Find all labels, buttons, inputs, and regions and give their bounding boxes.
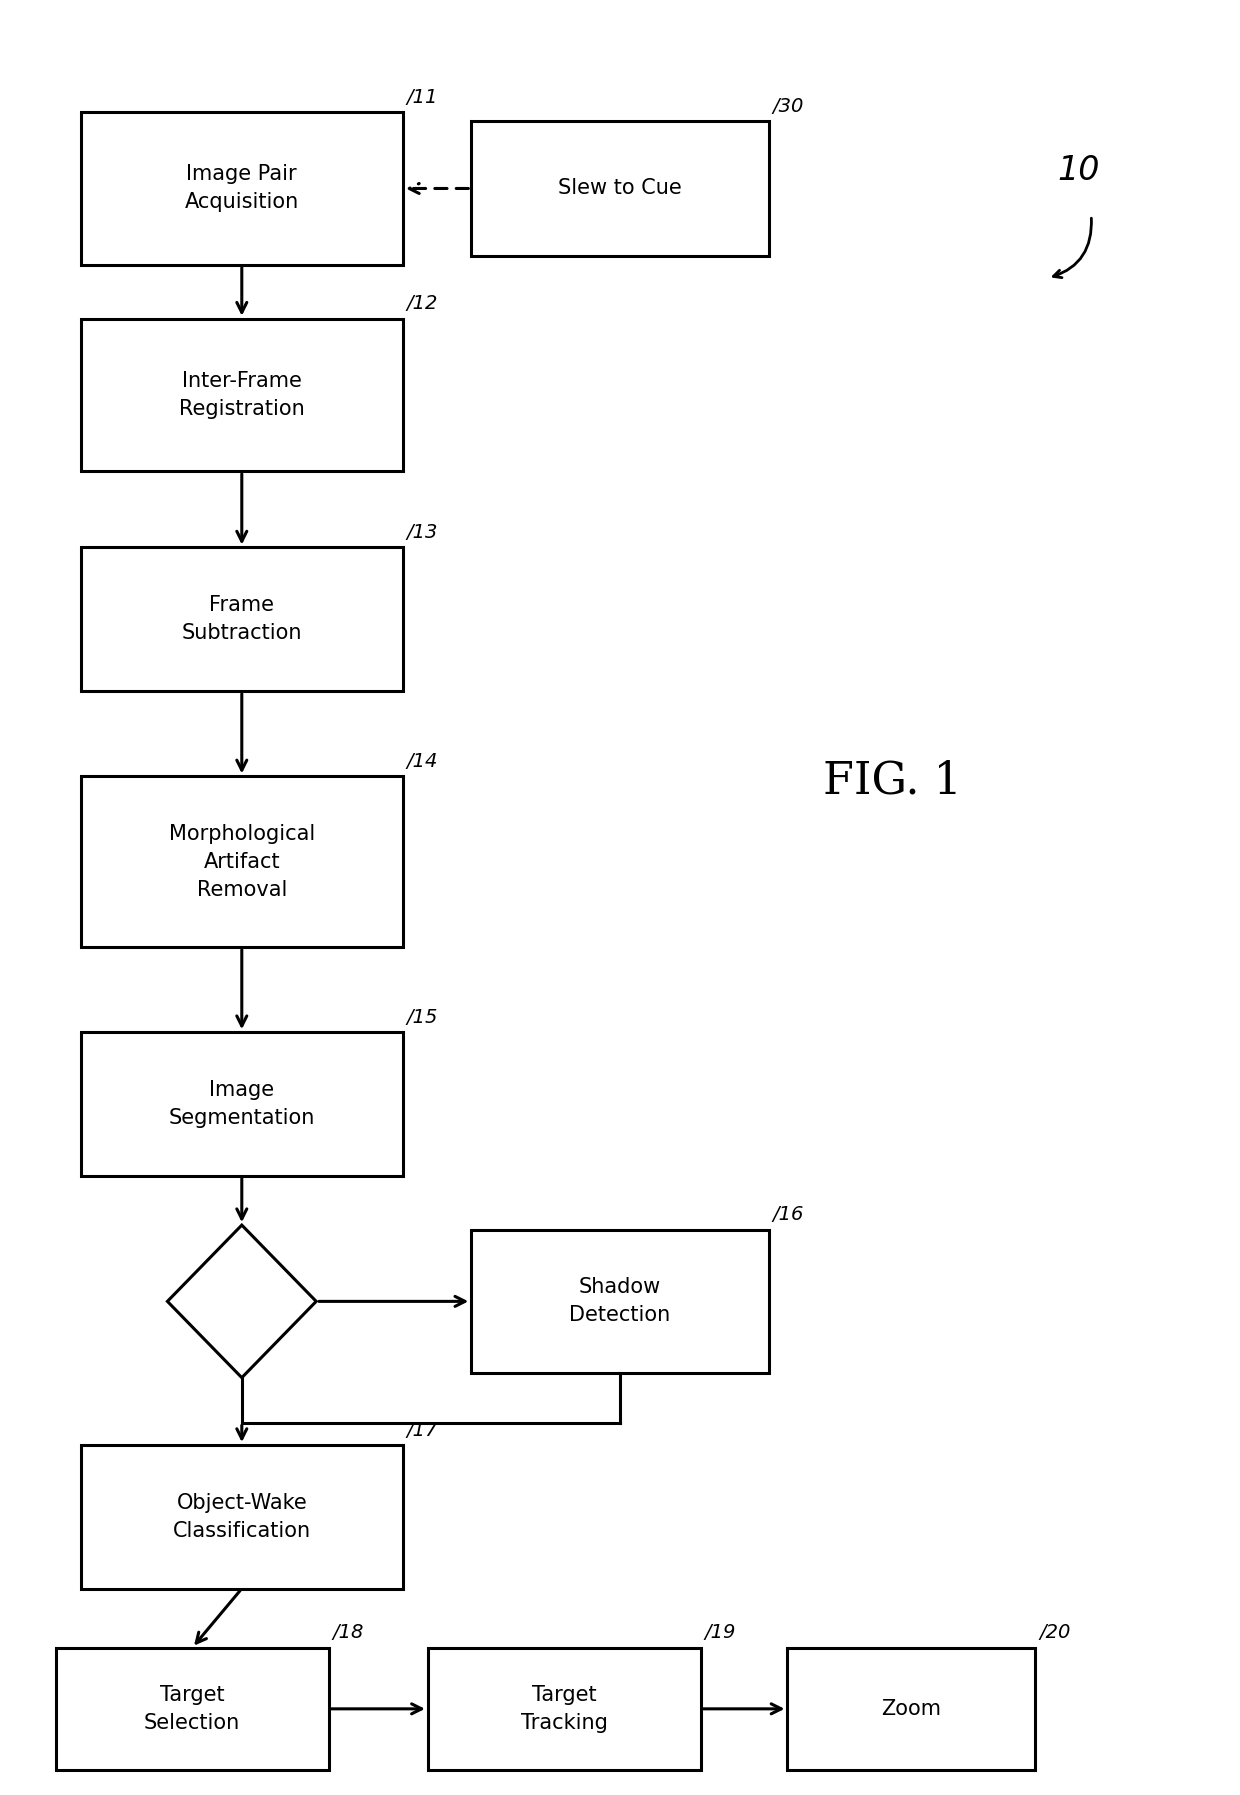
Text: Target
Tracking: Target Tracking: [521, 1686, 608, 1732]
FancyBboxPatch shape: [81, 111, 403, 264]
Text: /15: /15: [407, 1007, 438, 1027]
Text: /20: /20: [1039, 1623, 1070, 1642]
FancyBboxPatch shape: [81, 1445, 403, 1589]
FancyBboxPatch shape: [81, 320, 403, 470]
Text: /18: /18: [332, 1623, 363, 1642]
FancyBboxPatch shape: [471, 1230, 769, 1373]
Text: /13: /13: [407, 522, 438, 542]
Text: Shadow
Detection: Shadow Detection: [569, 1278, 671, 1325]
Text: Frame
Subtraction: Frame Subtraction: [181, 596, 303, 643]
FancyBboxPatch shape: [81, 775, 403, 948]
FancyBboxPatch shape: [787, 1648, 1035, 1770]
FancyBboxPatch shape: [56, 1648, 329, 1770]
FancyBboxPatch shape: [471, 120, 769, 255]
Text: Slew to Cue: Slew to Cue: [558, 178, 682, 199]
Text: /16: /16: [773, 1204, 804, 1224]
Text: /19: /19: [704, 1623, 735, 1642]
Text: 10: 10: [1058, 154, 1100, 187]
Text: Inter-Frame
Registration: Inter-Frame Registration: [179, 372, 305, 418]
Text: /30: /30: [773, 97, 804, 115]
Text: Target
Selection: Target Selection: [144, 1686, 241, 1732]
Text: Object-Wake
Classification: Object-Wake Classification: [172, 1493, 311, 1540]
FancyBboxPatch shape: [81, 1032, 403, 1176]
Text: FIG. 1: FIG. 1: [823, 759, 962, 802]
Text: Image
Segmentation: Image Segmentation: [169, 1081, 315, 1127]
Text: Zoom: Zoom: [882, 1698, 941, 1720]
Text: /12: /12: [407, 294, 438, 312]
FancyArrowPatch shape: [1054, 219, 1091, 278]
FancyBboxPatch shape: [428, 1648, 701, 1770]
Text: Morphological
Artifact
Removal: Morphological Artifact Removal: [169, 824, 315, 899]
FancyBboxPatch shape: [81, 547, 403, 691]
Text: Image Pair
Acquisition: Image Pair Acquisition: [185, 165, 299, 212]
Text: /17: /17: [407, 1420, 438, 1440]
Text: /11: /11: [407, 88, 438, 108]
Text: /14: /14: [407, 752, 438, 772]
Polygon shape: [167, 1224, 316, 1379]
